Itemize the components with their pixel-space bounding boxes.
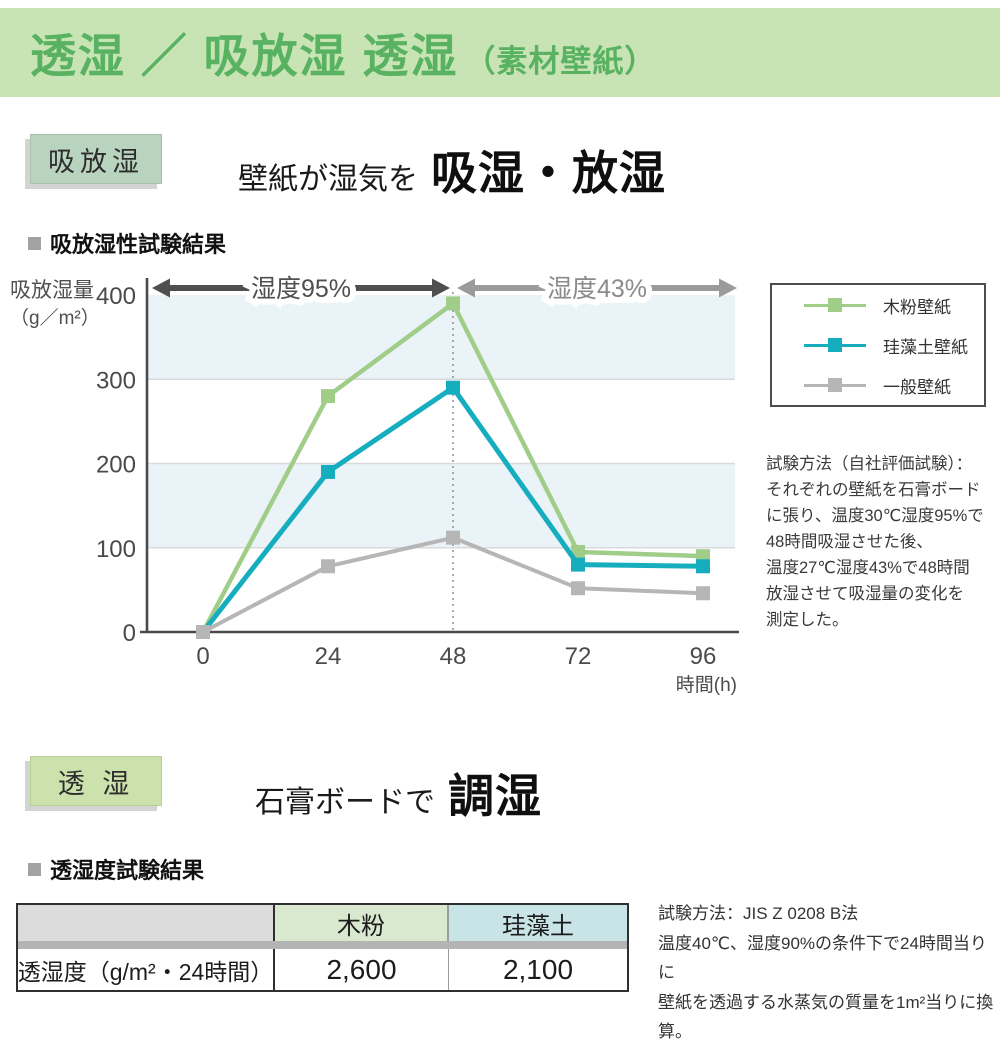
x-tick-label: 72 [565, 643, 592, 670]
arrow-right-head-icon [431, 278, 450, 298]
method-note-permeability: 試験方法：JIS Z 0208 B法 温度40℃、湿度90%の条件下で24時間当… [658, 904, 994, 1041]
result-heading-permeability: 透湿度試験結果 [28, 853, 204, 885]
legend-swatch-icon [804, 378, 866, 392]
page-title-sub: （素材壁紙） [464, 43, 657, 79]
headline-absorption-main: 吸湿・放湿 [431, 147, 666, 199]
series-marker-2 [320, 559, 335, 574]
arrow-right-head-icon [719, 278, 737, 298]
result-heading-absorption-label: 吸放湿性試験結果 [50, 232, 227, 257]
method-note-absorption: 試験方法（自社評価試験）： それぞれの壁紙を石膏ボード に張り、温度30℃湿度9… [766, 455, 984, 629]
series-marker-2 [196, 625, 210, 639]
y-tick-label: 0 [123, 620, 136, 647]
series-marker-1 [570, 557, 585, 572]
y-tick-label: 300 [96, 367, 136, 394]
x-tick-label: 48 [440, 643, 467, 670]
y-tick-label: 100 [96, 536, 136, 563]
y-axis-title: （g／m²） [10, 307, 100, 329]
chart-legend: 木粉壁紙珪藻土壁紙一般壁紙 [770, 283, 986, 407]
page-title-main: 透湿 ／ 吸放湿 透湿 [30, 29, 459, 82]
legend-item-0: 木粉壁紙 [804, 285, 984, 325]
x-axis-title: 時間(h) [676, 674, 737, 696]
headline-absorption: 壁紙が湿気を 吸湿・放湿 [238, 137, 666, 203]
table-col-header-diatomite: 珪藻土 [449, 905, 627, 941]
result-heading-absorption: 吸放湿性試験結果 [28, 227, 226, 259]
headline-permeability-main: 調湿 [448, 770, 542, 822]
series-marker-1 [695, 559, 710, 574]
arrow-left-head-icon [152, 278, 170, 298]
series-marker-0 [320, 389, 335, 404]
series-marker-0 [445, 296, 460, 311]
series-marker-2 [695, 586, 710, 601]
headline-absorption-lead: 壁紙が湿気を [238, 163, 418, 196]
legend-label: 木粉壁紙 [883, 297, 951, 317]
table-row-header: 透湿度（g/m²・24時間） [18, 949, 275, 990]
page-header-bar: 透湿 ／ 吸放湿 透湿 （素材壁紙） [0, 8, 1000, 97]
arrow-left-head-icon [456, 278, 475, 298]
permeability-table: 木粉 珪藻土 透湿度（g/m²・24時間） 2,600 2,100 [16, 903, 629, 992]
table-col-header-wood: 木粉 [275, 905, 449, 941]
table-value-wood: 2,600 [275, 949, 449, 990]
absorption-chart: 湿度95% 湿度43% 0 100 200 300 400 0 24 48 72 96 時間(h) 吸放湿… [0, 262, 755, 698]
legend-swatch-icon [804, 338, 866, 352]
legend-label: 珪藻土壁紙 [883, 337, 968, 357]
table-corner-cell [18, 905, 275, 941]
table-value-diatomite: 2,100 [502, 953, 574, 985]
chart-band [147, 295, 735, 380]
x-tick-label: 96 [690, 643, 717, 670]
legend-item-1: 珪藻土壁紙 [804, 325, 984, 365]
headline-permeability: 石膏ボードで 調湿 [255, 760, 542, 826]
y-tick-label: 200 [96, 452, 136, 479]
chart-band [147, 463, 735, 548]
section-tag-permeability: 透 湿 [30, 756, 162, 806]
phase-arrow-label: 湿度43% [547, 275, 647, 303]
legend-label: 一般壁紙 [883, 377, 951, 397]
absorption-chart-svg: 湿度95% 湿度43% 0 100 200 300 400 0 24 48 72 96 時間(h) 吸放湿… [10, 269, 739, 696]
headline-permeability-lead: 石膏ボードで [255, 786, 435, 819]
y-tick-label: 400 [96, 283, 136, 310]
square-bullet-icon [28, 862, 41, 876]
square-bullet-icon [28, 236, 41, 250]
legend-swatch-icon [804, 298, 866, 312]
series-marker-1 [320, 464, 335, 479]
phase-arrow-label: 湿度95% [251, 275, 351, 303]
table-header-row: 木粉 珪藻土 [18, 905, 627, 941]
table-separator [18, 941, 627, 949]
x-tick-label: 24 [315, 643, 342, 670]
page-title: 透湿 ／ 吸放湿 透湿 （素材壁紙） [30, 20, 656, 86]
result-heading-permeability-label: 透湿度試験結果 [50, 858, 205, 883]
x-tick-label: 0 [196, 643, 209, 670]
series-marker-2 [570, 581, 585, 596]
section-tag-absorption: 吸放湿 [30, 134, 162, 184]
series-marker-2 [445, 530, 460, 545]
section-tag-permeability-label: 透 湿 [57, 768, 135, 799]
table-data-row: 透湿度（g/m²・24時間） 2,600 2,100 [18, 949, 627, 990]
section-tag-absorption-label: 吸放湿 [48, 146, 144, 177]
series-marker-1 [445, 380, 460, 395]
y-axis-title: 吸放湿量 [10, 279, 94, 302]
legend-item-2: 一般壁紙 [804, 365, 984, 405]
